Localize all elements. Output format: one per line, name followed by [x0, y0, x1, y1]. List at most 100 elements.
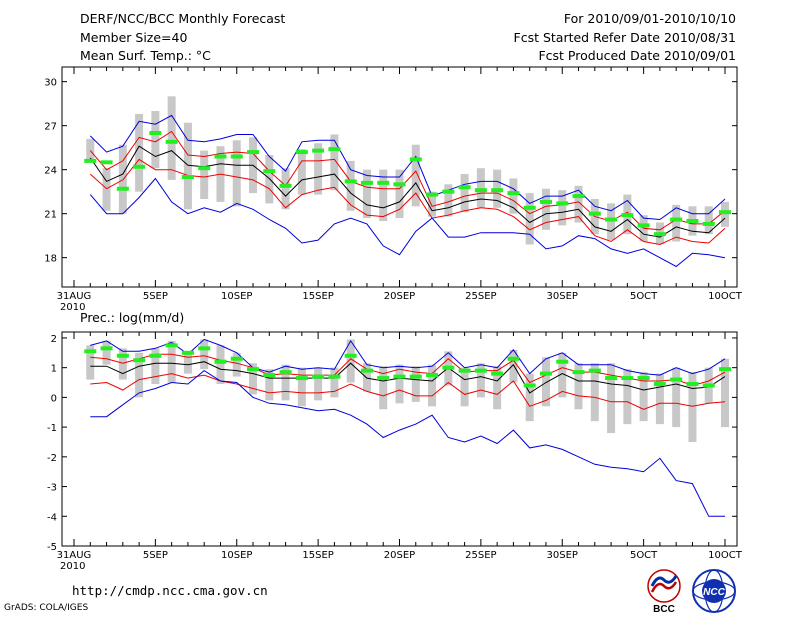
temp-member-marker [263, 169, 276, 174]
bcc-logo: BCC [647, 569, 681, 614]
prec-member-marker [133, 358, 146, 363]
prec-spread-box [525, 373, 534, 422]
prec-spread-box [558, 352, 567, 398]
temp-spread-box [346, 160, 355, 211]
temp-member-marker [426, 192, 439, 197]
temp-member-marker [474, 188, 487, 193]
prec-spread-box [249, 363, 258, 395]
temp-line-min [89, 177, 726, 268]
temp-spread-box [574, 185, 583, 223]
prec-spread-box [574, 363, 583, 410]
temp-spread-box [314, 143, 323, 195]
temp-spread-box [167, 96, 176, 180]
prec-spread-box [346, 339, 355, 383]
temp-line-upper [89, 130, 726, 231]
prec-ytick-label: 0 [51, 393, 57, 404]
prec-member-marker [491, 371, 504, 376]
prec-spread-box [265, 369, 274, 401]
prec-member-marker [442, 365, 455, 370]
temp-spread-box [525, 193, 534, 245]
temp-ytick-label: 30 [44, 78, 57, 89]
prec-member-marker [214, 359, 227, 364]
prec-xtick-label: 31AUG [57, 550, 92, 561]
prec-ytick-label: -3 [47, 483, 57, 494]
prec-member-marker [605, 376, 618, 381]
prec-member-marker [84, 349, 97, 354]
temp-spread-box [330, 134, 339, 191]
temp-member-marker [702, 221, 715, 226]
prec-spread-box [330, 367, 339, 398]
prec-line-max [90, 338, 726, 376]
prec-ytick-label: -1 [47, 423, 57, 434]
temp-member-marker [572, 194, 585, 199]
source-url[interactable]: http://cmdp.ncc.cma.gov.cn [72, 583, 268, 598]
temp-spread-box [200, 150, 209, 199]
temp-spread-box [558, 190, 567, 226]
temp-spread-box [509, 178, 518, 214]
temp-spread-box [297, 149, 306, 195]
bcc-logo-text: BCC [653, 604, 675, 614]
temp-member-marker [588, 211, 601, 216]
temp-ytick-label: 27 [44, 122, 57, 133]
prec-spread-box [688, 372, 697, 442]
prec-xtick-label: 10OCT [708, 550, 743, 561]
prec-member-marker [344, 353, 357, 358]
temp-member-marker [165, 139, 178, 144]
prec-member-marker [670, 377, 683, 382]
temp-spread-box [460, 174, 469, 213]
ncc-logo: NCC [692, 569, 736, 613]
temp-member-marker [458, 185, 471, 190]
prec-spread-box [86, 345, 95, 380]
temp-member-marker [247, 150, 260, 155]
temp-xtick-label: 20SEP [384, 291, 415, 302]
temp-member-marker [377, 180, 390, 185]
temp-spread-box [151, 111, 160, 169]
temp-member-marker [198, 166, 211, 171]
temp-member-marker [507, 191, 520, 196]
temp-spread-box [102, 168, 111, 211]
prec-spread-box [118, 348, 127, 380]
temp-member-marker [328, 147, 341, 152]
temp-line-lower [89, 158, 726, 246]
grads-credit: GrADS: COLA/IGES [4, 603, 89, 613]
prec-spread-box [297, 367, 306, 407]
temp-spread-box [281, 168, 290, 210]
temp-xtick-label: 15SEP [302, 291, 333, 302]
prec-spread-box [460, 367, 469, 407]
prec-member-marker [393, 374, 406, 379]
prec-member-marker [263, 373, 276, 378]
prec-spread-box [493, 366, 502, 410]
prec-member-marker [702, 383, 715, 388]
prec-ytick-label: -4 [47, 512, 57, 523]
prec-member-marker [621, 376, 634, 381]
prec-member-marker [279, 370, 292, 375]
temp-xtick-label: 10OCT [708, 291, 743, 302]
temp-member-marker [100, 160, 113, 165]
temp-member-marker [295, 150, 308, 155]
prec-member-marker [539, 371, 552, 376]
prec-spread-box [721, 358, 729, 428]
temp-ytick-label: 24 [44, 166, 57, 177]
prec-plot-frame [61, 331, 738, 547]
prec-spread-box [200, 339, 209, 370]
prec-member-marker [100, 346, 113, 351]
prec-spread-box [541, 357, 550, 407]
prec-xtick-label: 25SEP [465, 550, 496, 561]
prec-member-marker [312, 374, 325, 379]
temp-member-marker [214, 154, 227, 159]
prec-spread-box [216, 345, 225, 385]
prec-spread-box [672, 367, 681, 428]
prec-spread-box [428, 364, 437, 407]
prec-spread-box [362, 363, 371, 392]
prec-spread-box [476, 363, 485, 398]
prec-ytick-label: 1 [51, 364, 57, 375]
prec-member-marker [360, 368, 373, 373]
prec-xtick-label: 5OCT [630, 550, 658, 561]
temp-spread-box [362, 169, 371, 219]
temp-member-marker [605, 217, 618, 222]
temp-spread-box [232, 140, 241, 207]
temp-member-marker [149, 131, 162, 135]
prec-member-marker [653, 382, 666, 387]
prec-spread-box [102, 340, 111, 365]
